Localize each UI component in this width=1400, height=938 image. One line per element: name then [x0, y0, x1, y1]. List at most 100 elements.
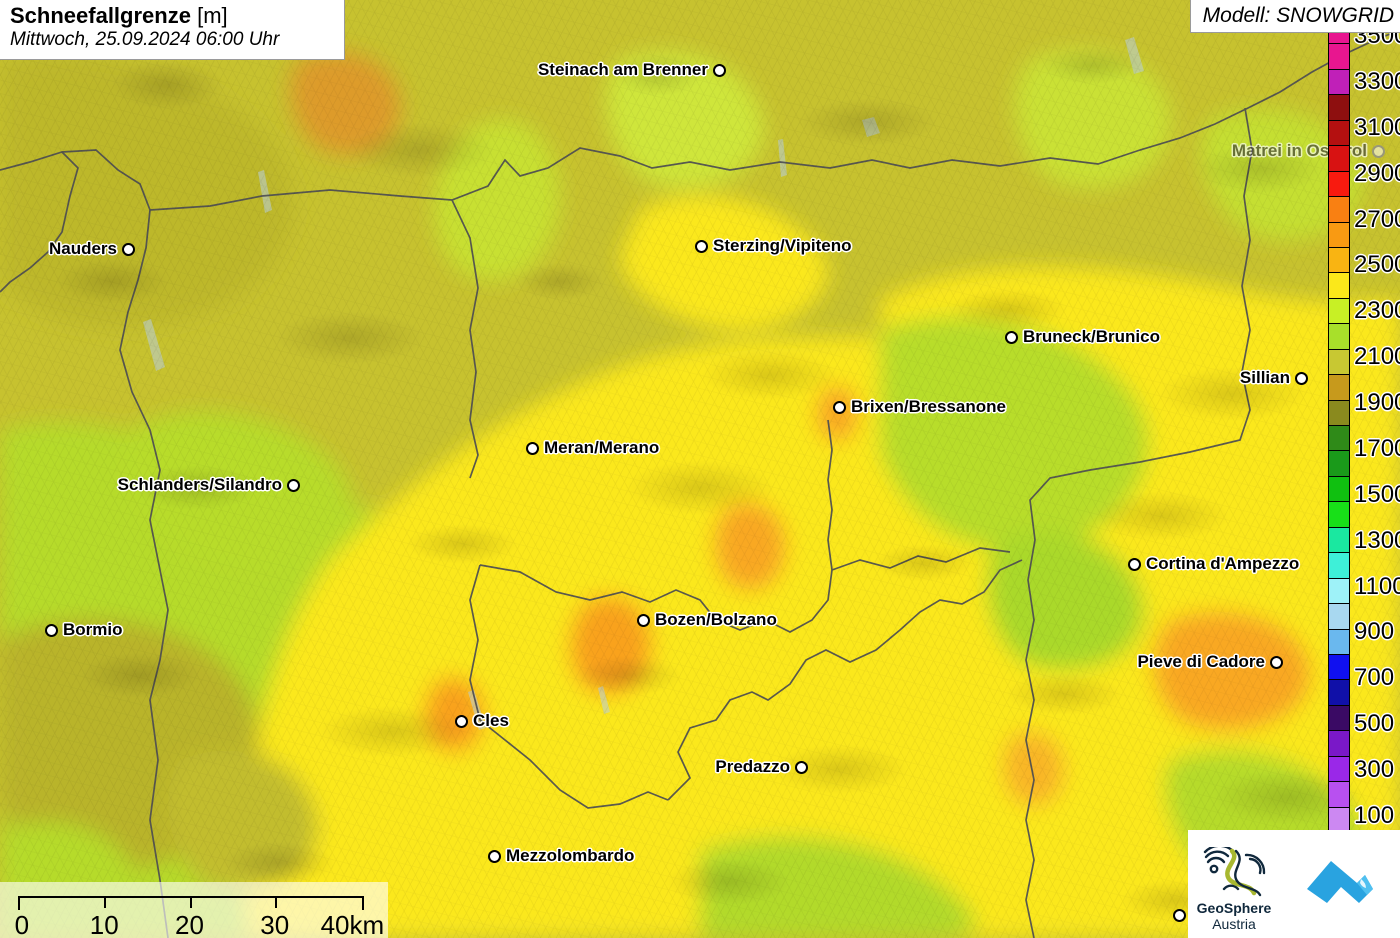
legend-swatch — [1329, 782, 1349, 808]
city-marker[interactable] — [1173, 909, 1191, 922]
legend-colorbar — [1328, 18, 1350, 834]
legend-swatch — [1329, 654, 1349, 681]
legend-swatch — [1329, 578, 1349, 605]
scale-tick — [274, 896, 277, 908]
city-marker[interactable]: Schlanders/Silandro — [118, 475, 300, 495]
city-dot-icon — [833, 400, 846, 414]
city-marker[interactable]: Mezzolombardo — [488, 846, 634, 866]
legend-tick-label: 2100 — [1354, 343, 1400, 371]
model-label: Modell: SNOWGRID — [1202, 4, 1394, 27]
color-legend: 3500330031002900270025002300210019001700… — [1324, 18, 1400, 834]
city-label: Cortina d'Ampezzo — [1146, 554, 1300, 573]
city-marker[interactable]: Cles — [455, 711, 509, 731]
legend-tick-label: 2900 — [1354, 159, 1400, 187]
legend-swatch — [1329, 197, 1349, 223]
city-label: Pieve di Cadore — [1137, 652, 1265, 671]
legend-tick-label: 100 — [1354, 802, 1395, 829]
city-dot-icon — [1372, 144, 1385, 158]
city-dot-icon — [1005, 330, 1018, 344]
city-label: Nauders — [48, 239, 117, 258]
mountain-chevron-icon — [1307, 861, 1373, 903]
title-parameter: Schneefallgrenze — [10, 3, 191, 28]
city-label: Mezzolombardo — [506, 846, 635, 865]
city-label: Bruneck/Brunico — [1023, 327, 1160, 346]
legend-swatch — [1329, 629, 1349, 655]
city-marker[interactable]: Steinach am Brenner — [538, 60, 726, 80]
legend-swatch — [1329, 553, 1349, 579]
city-marker[interactable]: Bormio — [45, 620, 123, 640]
scale-label: 10 — [89, 910, 119, 938]
city-marker[interactable]: Nauders — [49, 239, 135, 259]
scale-label: 0 — [14, 910, 30, 938]
city-marker[interactable]: Sillian — [1240, 368, 1308, 388]
page-title: Schneefallgrenze [m] — [10, 4, 344, 28]
legend-tick-label: 2700 — [1354, 205, 1400, 233]
legend-tick-label: 2300 — [1354, 297, 1400, 325]
city-marker[interactable]: Cortina d'Ampezzo — [1128, 554, 1299, 574]
city-marker[interactable]: Bruneck/Brunico — [1005, 327, 1160, 347]
scale-label: 30 — [260, 910, 290, 938]
geosphere-logo[interactable]: GeoSphere Austria — [1188, 830, 1280, 938]
city-marker[interactable]: Pieve di Cadore — [1137, 652, 1283, 672]
city-marker[interactable]: Bozen/Bolzano — [637, 610, 777, 630]
legend-tick-label: 1700 — [1354, 434, 1400, 462]
city-dot-icon — [455, 714, 468, 728]
legend-tick-label: 1300 — [1354, 526, 1400, 554]
scale-tick — [189, 896, 192, 908]
city-dot-icon — [695, 239, 708, 253]
legend-swatch — [1329, 247, 1349, 274]
city-dot-icon — [637, 613, 650, 627]
legend-swatch — [1329, 502, 1349, 528]
legend-swatch — [1329, 95, 1349, 121]
legend-tick-label: 3300 — [1354, 67, 1400, 95]
map-title-box: Schneefallgrenze [m] Mittwoch, 25.09.202… — [0, 0, 345, 60]
legend-tick-label: 700 — [1354, 664, 1395, 692]
city-label: Predazzo — [715, 757, 790, 776]
legend-swatch — [1329, 527, 1349, 554]
legend-swatch — [1329, 298, 1349, 325]
legend-swatch — [1329, 120, 1349, 147]
model-box: Modell: SNOWGRID — [1189, 0, 1400, 33]
city-label: Steinach am Brenner — [537, 60, 708, 79]
city-dot-icon — [287, 478, 300, 492]
city-dot-icon — [1295, 371, 1308, 385]
city-dot-icon — [795, 760, 808, 774]
legend-swatch — [1329, 69, 1349, 96]
geosphere-mark-icon — [1203, 847, 1266, 897]
legend-swatch — [1329, 44, 1349, 70]
city-label: Sterzing/Vipiteno — [713, 236, 852, 255]
geosphere-name: GeoSphere — [1196, 900, 1272, 916]
city-marker[interactable]: Brixen/Bressanone — [833, 397, 1006, 417]
city-dot-icon — [713, 63, 726, 77]
legend-swatch — [1329, 705, 1349, 732]
legend-tick-label: 1100 — [1354, 572, 1400, 600]
city-dot-icon — [488, 849, 501, 863]
city-marker[interactable]: Meran/Merano — [526, 438, 659, 458]
city-label: Sillian — [1239, 368, 1290, 387]
scale-tick — [104, 896, 107, 908]
city-dot-icon — [122, 242, 135, 256]
title-unit: [m] — [197, 3, 228, 28]
city-label: Brixen/Bressanone — [851, 397, 1006, 416]
city-marker[interactable]: Sterzing/Vipiteno — [695, 236, 852, 256]
city-label: Schlanders/Silandro — [117, 475, 282, 494]
city-dot-icon — [1128, 557, 1141, 571]
legend-swatch — [1329, 273, 1349, 299]
geosphere-country: Austria — [1212, 916, 1256, 932]
city-dot-icon — [45, 623, 58, 637]
legend-swatch — [1329, 756, 1349, 783]
valid-time: Mittwoch, 25.09.2024 06:00 Uhr — [10, 29, 280, 50]
city-label: Bozen/Bolzano — [655, 610, 777, 629]
city-marker[interactable]: Predazzo — [715, 757, 808, 777]
city-dot-icon — [526, 441, 539, 455]
legend-swatch — [1329, 476, 1349, 503]
legend-tick-label: 300 — [1354, 756, 1395, 784]
scale-label: 40km — [320, 910, 385, 938]
brand-logo[interactable] — [1280, 830, 1400, 938]
legend-tick-label: 1900 — [1354, 389, 1400, 417]
legend-tick-label: 1500 — [1354, 480, 1400, 508]
